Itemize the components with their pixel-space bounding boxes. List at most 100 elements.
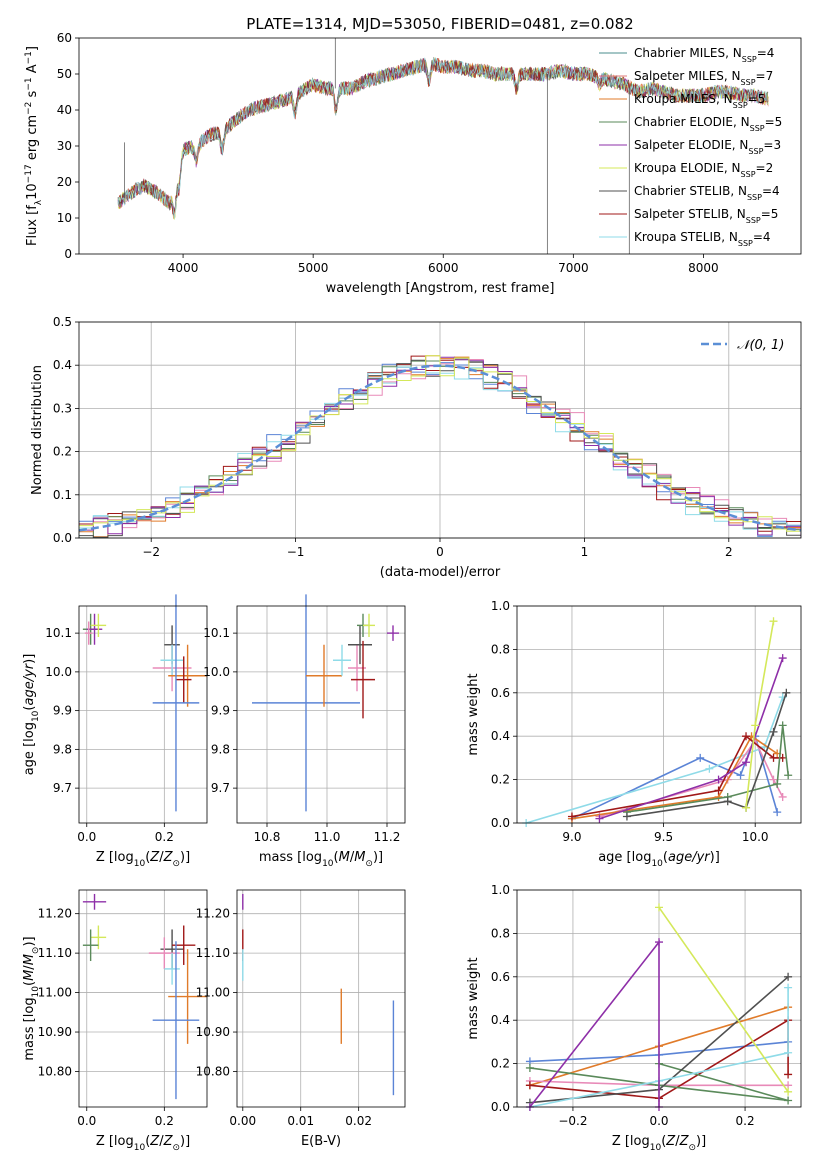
label-part: Salpeter STELIB, N [634,207,746,221]
series-line [658,906,789,1093]
x-tick-label: 8000 [688,261,719,275]
x-tick-label: 0.2 [155,830,174,844]
y-tick-label: 0.4 [53,358,72,372]
x-tick-label: 0.2 [736,1114,755,1128]
data-point [82,893,107,910]
x-tick-label: 11.0 [314,830,341,844]
label-part: =5 [765,115,783,129]
y-tick-label: 10.80 [38,1064,72,1078]
y-tick-label: 0.5 [53,315,72,329]
label-part: / [675,1134,680,1149]
label-part: erg cm [25,115,40,164]
label-part: SSP [746,216,761,225]
y-tick-label: 0.6 [491,970,510,984]
legend-entry: Chabrier STELIB, NSSP=4 [634,184,780,202]
series-marker [784,771,793,780]
massweight_vs_age-axes: 9.0 9.5 10.0 0.0 0.2 0.4 0.6 0.8 1.0 [491,599,802,844]
data-point [148,937,180,969]
series-marker [784,972,793,981]
axes-frame [236,605,406,824]
y-tick-label: 1.0 [491,599,510,613]
data-point [252,594,360,812]
series-marker [769,753,778,762]
label-part: 10 [31,986,41,998]
label-part: (data-model)/error [380,565,501,580]
label-part: age [log [598,850,651,865]
label-part: Kroupa STELIB, N [634,230,738,244]
data-point [90,613,107,637]
y-tick-label: 0.6 [491,686,510,700]
x-axis-label: wavelength [Angstrom, rest frame] [326,281,555,296]
label-part: ] [25,46,40,51]
y-tick-label: 10.1 [45,626,72,640]
label-part: mass weight [466,957,481,1039]
label-part: mass weight [466,673,481,755]
series-marker [655,938,663,947]
label-part: SSP [741,170,756,179]
series-marker [714,786,723,795]
label-part: ( [663,850,668,865]
label-part: M [22,970,37,981]
label-part: ( [145,1134,150,1149]
label-part: =7 [756,69,774,83]
data-point [387,625,399,641]
label-part: M [339,850,350,865]
label-part: wavelength [Angstrom, rest frame] [326,281,555,296]
axes-frame [516,889,802,1108]
age_vs_mass-axes: 10.8 11.0 11.2 9.7 9.8 9.9 10.0 10.1 [203,594,406,844]
series-marker [773,808,782,817]
label-part: Z [163,850,174,865]
legend-entry: Chabrier MILES, NSSP=4 [634,46,774,64]
series-line [529,1062,789,1102]
label-part: =4 [762,184,780,198]
x-tick-label: 2 [725,545,733,559]
data-point [84,621,93,645]
mass_vs_ebv-axes: 0.00 0.01 0.02 10.80 10.90 11.00 11.10 11.20 [196,889,406,1128]
series-marker [622,812,631,821]
label-part: −2 [24,102,34,115]
legend-entry: Salpeter ELODIE, NSSP=3 [634,138,781,156]
y-tick-label: 11.00 [38,986,72,1000]
y-tick-label: 11.10 [196,946,230,960]
label-part: Salpeter MILES, N [634,69,741,83]
y-axis-label: Normed distribution [30,365,45,495]
axes-frame [236,889,406,1108]
series-marker [705,764,714,773]
series-marker [751,721,760,730]
label-part: =2 [756,161,774,175]
x-tick-label: 0.0 [649,1114,668,1128]
data-point [82,929,99,962]
y-tick-label: 40 [57,103,72,117]
y-axis-label: age [log10(age/yr)] [22,654,41,776]
label-part: age/yr [668,850,711,865]
label-part: Z [log [96,850,134,865]
label-part: −1 [24,77,34,90]
label-part: )] [22,936,37,946]
label-part: Kroupa ELODIE, N [634,161,741,175]
series-marker [567,812,576,821]
label-part: SSP [742,55,757,64]
x-tick-label: 9.0 [562,830,581,844]
label-part: =3 [763,138,781,152]
x-tick-label: 11.2 [374,830,401,844]
label-part: )] [373,850,383,865]
x-tick-label: 10.8 [254,830,281,844]
y-axis-label: mass weight [466,673,481,755]
series-marker [778,721,787,730]
label-part: ( [145,850,150,865]
legend-entry: Salpeter MILES, NSSP=7 [634,69,773,87]
legend-entry: Chabrier ELODIE, NSSP=5 [634,115,782,133]
label-part: mass [log [22,997,37,1060]
y-tick-label: 60 [57,31,72,45]
spectrum-series [117,57,769,215]
x-tick-label: 9.5 [654,830,673,844]
label-part: Normed distribution [30,365,45,495]
label-part: 10 [650,1143,662,1153]
y-tick-label: 0.2 [491,1057,510,1071]
y-tick-label: 11.20 [38,907,72,921]
data-point [168,644,207,707]
legend-entry: Kroupa ELODIE, NSSP=2 [634,161,773,179]
x-axis-label: age [log10(age/yr)] [598,850,720,869]
x-axis-label: mass [log10(M/M⊙)] [259,850,383,869]
y-tick-label: 0.4 [491,729,510,743]
